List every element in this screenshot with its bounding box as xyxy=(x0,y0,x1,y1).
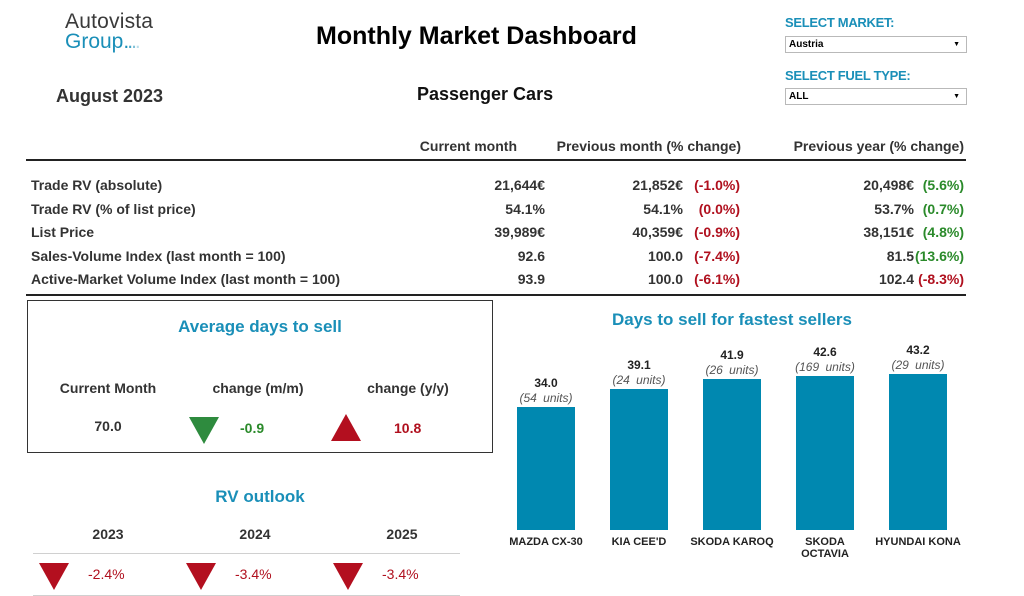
previous-year-change: (5.6%) xyxy=(922,177,964,193)
chevron-down-icon: ▼ xyxy=(953,93,960,100)
rv-outlook-title: RV outlook xyxy=(215,487,305,506)
bar-value-label: 43.2 xyxy=(906,343,930,357)
segment-title: Passenger Cars xyxy=(417,84,554,104)
previous-year-value: 38,151€ xyxy=(863,224,914,241)
triangle-down-red-icon xyxy=(333,563,363,590)
logo-line1: Autovista xyxy=(65,10,154,33)
previous-month-value: 54.1% xyxy=(643,200,683,217)
current-month-value: 39,989€ xyxy=(494,224,545,241)
row-label: Trade RV (% of list price) xyxy=(31,200,196,217)
bar xyxy=(703,378,761,530)
fastest-sellers-chart: Days to sell for fastest sellers (54 uni… xyxy=(500,300,980,596)
bar xyxy=(610,388,668,530)
previous-month-change: (-7.4%) xyxy=(694,247,740,264)
bar-units-label: (169 units) xyxy=(795,360,855,375)
rv-outlook-year: 2025 xyxy=(386,526,418,542)
previous-month-value: 40,359€ xyxy=(632,224,683,241)
bar-value-label: 39.1 xyxy=(627,357,651,372)
current-month-value: 92.6 xyxy=(517,247,545,264)
previous-month-value: 100.0 xyxy=(647,271,683,288)
previous-month-value: 100.0 xyxy=(647,247,683,264)
bar-value-label: 42.6 xyxy=(813,345,837,360)
bar xyxy=(796,376,854,530)
rv-outlook-year: 2023 xyxy=(92,526,124,542)
col-current-month: Current month xyxy=(419,138,517,154)
previous-month-change: (-0.9%) xyxy=(694,224,740,241)
kpi-table-row: Sales-Volume Index (last month = 100) 92.… xyxy=(26,245,966,269)
previous-year-change: (4.8%) xyxy=(922,224,964,241)
rv-outlook-value: -3.4% xyxy=(382,566,419,582)
rv-outlook-value: -3.4% xyxy=(235,566,272,582)
bar-category-label: MAZDA CX-30 xyxy=(509,536,583,548)
fuel-select-value: ALL xyxy=(789,91,809,102)
market-select-value: Austria xyxy=(789,39,824,50)
previous-year-change: (-8.3%) xyxy=(918,271,964,288)
row-label: Sales-Volume Index (last month = 100) xyxy=(31,247,286,264)
row-label: Trade RV (absolute) xyxy=(31,177,163,193)
previous-month-value: 21,852€ xyxy=(632,177,683,193)
bar xyxy=(517,407,575,530)
triangle-down-green-icon xyxy=(189,417,219,444)
fuel-type-select[interactable]: ALL ▼ xyxy=(785,88,967,105)
triangle-down-red-icon xyxy=(39,563,69,590)
previous-month-change: (0.0%) xyxy=(698,200,740,217)
col-previous-month: Previous month (% change) xyxy=(556,138,741,154)
autovista-logo: Autovista Group.... xyxy=(65,10,154,53)
previous-year-change: (13.6%) xyxy=(914,247,964,264)
bar-category-label: HYUNDAI KONA xyxy=(875,536,961,548)
kpi-table: Current month Previous month (% change) … xyxy=(26,134,966,296)
rv-outlook-divider-top xyxy=(33,553,460,554)
previous-year-value: 20,498€ xyxy=(863,177,914,193)
rv-outlook-year: 2024 xyxy=(239,526,271,542)
change-mm-value: -0.9 xyxy=(240,420,265,436)
bar-units-label: (29 units) xyxy=(891,358,945,372)
current-month-value: 54.1% xyxy=(505,200,545,217)
page-title: Monthly Market Dashboard xyxy=(316,22,637,50)
average-days-panel: Average days to sell Current Month chang… xyxy=(27,300,493,453)
change-yy-header: change (y/y) xyxy=(367,380,449,396)
current-month-value: 70.0 xyxy=(94,418,122,434)
change-mm-header: change (m/m) xyxy=(212,380,304,396)
kpi-table-header: Current month Previous month (% change) … xyxy=(26,134,966,161)
bar-category-label: SKODA OCTAVIA xyxy=(801,536,849,560)
report-period: August 2023 xyxy=(56,86,164,106)
row-label: List Price xyxy=(31,224,95,241)
logo-group-text: Group xyxy=(65,30,124,53)
previous-year-value: 53.7% xyxy=(874,200,914,217)
bar-units-label: (24 units) xyxy=(612,372,666,387)
col-previous-year: Previous year (% change) xyxy=(793,138,964,154)
bar-units-label: (54 units) xyxy=(519,391,573,406)
row-label: Active-Market Volume Index (last month =… xyxy=(31,271,340,288)
logo-line2: Group.... xyxy=(65,30,153,53)
market-select-label: SELECT MARKET: xyxy=(785,15,895,30)
previous-month-change: (-1.0%) xyxy=(694,177,740,193)
kpi-table-row: Active-Market Volume Index (last month =… xyxy=(26,268,966,292)
bar-category-label: KIA CEE'D xyxy=(611,536,667,548)
bar-category-label: SKODA KAROQ xyxy=(690,536,774,548)
chart-title: Days to sell for fastest sellers xyxy=(611,310,852,329)
bar-units-label: (26 units) xyxy=(705,362,759,377)
bar xyxy=(889,374,947,530)
previous-year-value: 102.4 xyxy=(878,271,914,288)
current-month-value: 21,644€ xyxy=(494,177,545,193)
bar-value-label: 41.9 xyxy=(720,347,744,362)
previous-year-change: (0.7%) xyxy=(922,200,964,217)
average-days-title: Average days to sell xyxy=(178,317,342,336)
change-yy-value: 10.8 xyxy=(394,420,422,436)
chevron-down-icon: ▼ xyxy=(953,41,960,48)
previous-year-value: 81.5 xyxy=(886,247,914,264)
kpi-table-row: Trade RV (% of list price) 54.1% 54.1% (0.0… xyxy=(26,198,966,222)
fuel-select-label: SELECT FUEL TYPE: xyxy=(785,68,911,83)
current-month-header: Current Month xyxy=(59,380,157,396)
triangle-up-red-icon xyxy=(331,414,361,441)
kpi-table-row: List Price 39,989€ 40,359€ (-0.9%) 38,151€ (4… xyxy=(26,221,966,245)
triangle-down-red-icon xyxy=(186,563,216,590)
rv-outlook-value: -2.4% xyxy=(88,566,125,582)
market-select[interactable]: Austria ▼ xyxy=(785,36,967,53)
kpi-table-row: Trade RV (absolute) 21,644€ 21,852€ (-1.0%)… xyxy=(26,174,966,198)
previous-month-change: (-6.1%) xyxy=(694,271,740,288)
logo-dots: .... xyxy=(123,30,140,53)
bar-value-label: 34.0 xyxy=(534,376,558,391)
current-month-value: 93.9 xyxy=(517,271,545,288)
